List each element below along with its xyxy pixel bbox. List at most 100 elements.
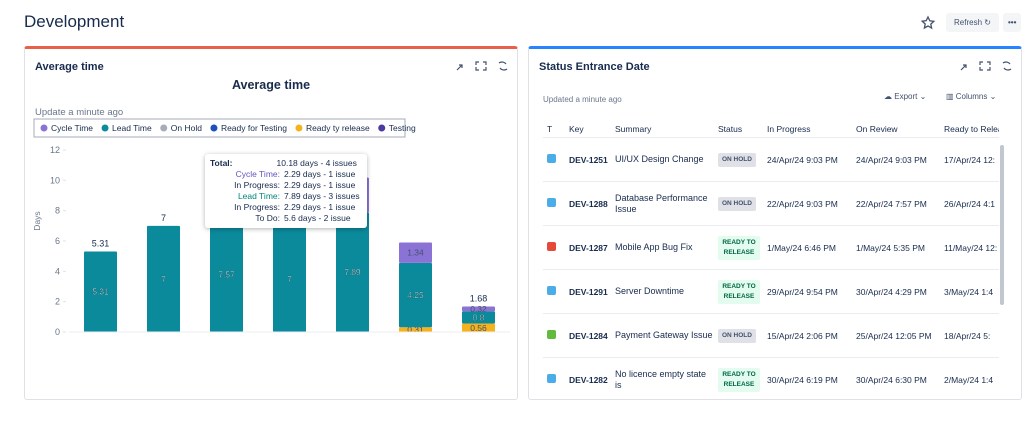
total-label: 7 [161,213,166,223]
table-row[interactable]: DEV-1251 UI/UX Design Change ON HOLD 24/Apr… [543,137,999,182]
status-cell: READY TO RELEASE [714,225,763,270]
date-cell: 26/Apr/24 4:1 [940,181,999,226]
bar-segment [84,251,117,332]
left-panel: Average time Update a minute ago [24,46,518,400]
key-cell: DEV-1288 [565,181,611,226]
bar-segment [462,323,495,332]
table-row[interactable]: DEV-1284 Payment Gateway Issue ON HOLD 15/A… [543,313,999,358]
table-row[interactable]: DEV-1291 Server Downtime READY TO RELEASE 2… [543,269,999,314]
type-cell [543,137,565,182]
y-tick-label: 10 [50,175,60,185]
status-cell: ON HOLD [714,181,763,226]
table-row[interactable]: DEV-1282 No licence empty state is READY T… [543,357,999,399]
refresh-button[interactable]: Refresh ↻ [946,13,999,32]
y-tick-label: 6 [55,236,60,246]
value-label: 7 [287,274,292,284]
y-tick-label: 12 [50,145,60,155]
bar-segment [210,217,243,332]
summary-cell: No licence empty state is [611,357,714,399]
tooltip-label: Total: [210,158,233,168]
issue-type-icon [547,198,556,207]
date-cell: 1/May/24 5:35 PM [852,225,940,270]
value-label: 1.34 [407,248,424,258]
issue-type-icon [547,330,556,339]
value-label: 7.57 [218,270,235,280]
column-header: Status [718,124,743,134]
legend-label: Cycle Time [51,123,93,133]
status-cell: ON HOLD [714,137,763,182]
table-wrap: T Key Summary Status In Progress On Review Rea… [543,121,999,399]
panel-tools[interactable] [957,59,1017,73]
more-button[interactable]: ••• [1003,13,1022,32]
export-label: Export [894,92,918,101]
issue-type-icon [547,154,556,163]
value-label: 0.32 [470,304,487,314]
columns-button[interactable]: ▥ Columns ⌄ [939,88,1004,105]
summary-cell: Mobile App Bug Fix [611,225,714,270]
bar-segment [462,306,495,312]
panel-tools[interactable] [453,59,513,73]
type-cell [543,225,565,270]
table-row[interactable]: DEV-1287 Mobile App Bug Fix READY TO RELEA… [543,225,999,270]
column-header: T [547,124,553,134]
date-cell: 2/May/24 1:4 [940,357,999,399]
date-cell: 15/Apr/24 2:06 PM [763,313,852,358]
tooltip-row: Total: 10.18 days - 4 issues [210,158,362,169]
issue-type-icon [547,374,556,383]
type-cell [543,181,565,226]
value-label: 0.31 [407,325,424,335]
legend-swatch [160,124,168,132]
tooltip-row: In Progress: 2.29 days - 1 issue [210,180,362,191]
summary-cell: Server Downtime [611,269,714,314]
y-tick-label: 2 [55,297,60,307]
legend-label: Lead Time [112,123,152,133]
date-cell: 3/May/24 1:4 [940,269,999,314]
date-cell: 24/Apr/24 9:03 PM [763,137,852,182]
date-cell: 17/Apr/24 12: [940,137,999,182]
y-axis-label: Days [32,211,42,230]
chart-title: Average time [232,78,310,92]
bar-segment [399,327,432,332]
column-header: In Progress [767,124,811,134]
summary-cell: UI/UX Design Change [611,137,714,182]
date-cell: 1/May/24 6:46 PM [763,225,852,270]
date-cell: 11/May/24 12: [940,225,999,270]
date-cell: 22/Apr/24 9:03 PM [763,181,852,226]
bar-segment [336,212,369,332]
legend-label: Testing [389,123,416,133]
issue-type-icon [547,286,556,295]
status-cell: READY TO RELEASE [714,357,763,399]
tooltip-label: In Progress: [234,180,280,190]
legend-box [33,118,406,138]
tooltip-label: Lead Time: [237,191,280,201]
tooltip-label: In Progress: [234,202,280,212]
key-cell: DEV-1251 [565,137,611,182]
date-cell: 30/Apr/24 6:30 PM [852,357,940,399]
status-badge: ON HOLD [718,196,756,211]
status-cell: ON HOLD [714,313,763,358]
tooltip-row: In Progress: 2.29 days - 1 issue [210,202,362,213]
legend-label: Ready ty release [306,123,370,133]
export-button[interactable]: ☁ Export ⌄ [877,88,934,105]
refresh-label: Refresh [954,18,983,27]
tooltip-value: 2.29 days - 1 issue [284,180,356,190]
scrollbar[interactable] [1000,145,1004,305]
bar-segment [273,225,306,332]
date-cell: 22/Apr/24 7:57 PM [852,181,940,226]
star-button[interactable] [920,15,936,31]
tooltip-row: To Do: 5.6 days - 2 issue [210,213,362,224]
total-label: 1.68 [470,294,488,304]
columns-label: Columns [955,92,988,101]
tooltip-value: 5.6 days - 2 issue [284,213,351,223]
summary-cell: Database Performance Issue [611,181,714,226]
type-cell [543,269,565,314]
status-cell: READY TO RELEASE [714,269,763,314]
key-cell: DEV-1291 [565,269,611,314]
status-badge: READY TO RELEASE [718,367,760,392]
page-title: Development [24,12,125,31]
table-row[interactable]: DEV-1288 Database Performance Issue ON HOL… [543,181,999,226]
value-label: 0.8 [473,312,485,322]
updated-text: Update a minute ago [35,107,124,118]
y-tick-label: 0 [55,327,60,337]
